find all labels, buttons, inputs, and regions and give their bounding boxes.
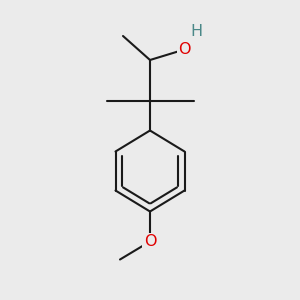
Text: H: H: [190, 24, 202, 39]
Text: O: O: [178, 42, 191, 57]
Text: O: O: [144, 234, 156, 249]
